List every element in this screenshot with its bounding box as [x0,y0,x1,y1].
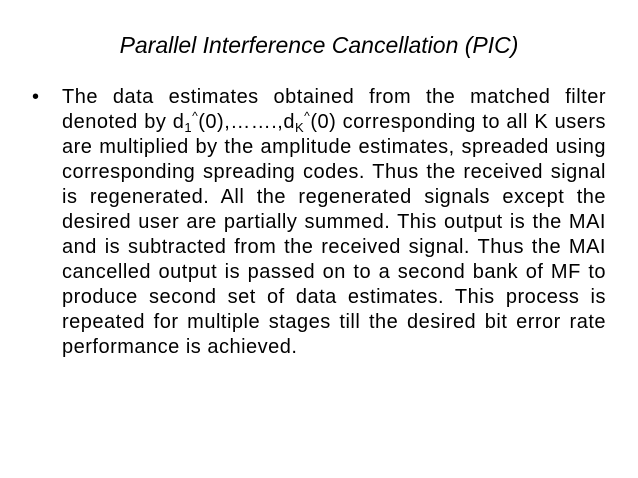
slide-title: Parallel Interference Cancellation (PIC) [119,32,519,58]
hat-superscript-1: ^ [192,109,199,123]
paragraph-text-part3: (0) corresponding to all K users are mul… [62,111,606,358]
paragraph-text-part2: (0),…….,d [198,111,295,133]
subscript-1: 1 [184,120,193,135]
subscript-k: K [295,120,305,135]
bullet-paragraph: The data estimates obtained from the mat… [62,85,606,360]
paragraph-text-part1: The data estimates obtained from the mat… [62,86,606,133]
bullet-item: • The data estimates obtained from the m… [32,85,606,360]
bullet-dot-icon: • [32,86,40,108]
hat-superscript-2: ^ [304,109,311,123]
